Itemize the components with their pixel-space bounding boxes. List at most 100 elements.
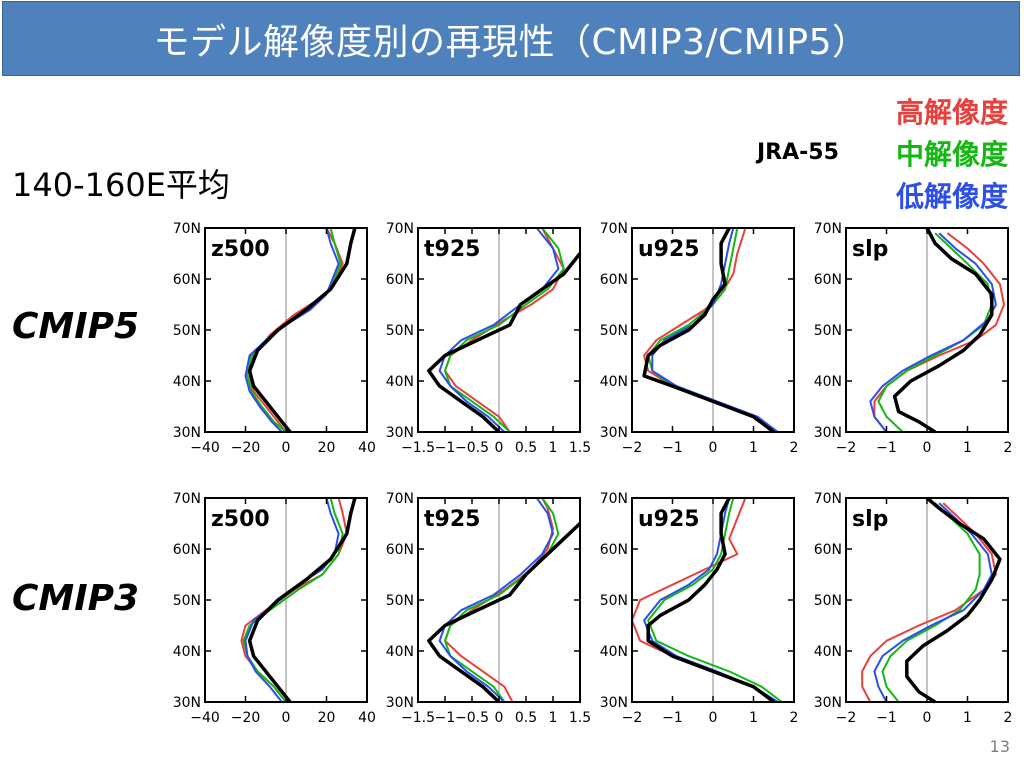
y-tick-label: 30N xyxy=(173,695,201,711)
x-tick-label: −0.5 xyxy=(455,710,489,726)
x-tick-label: −1.5 xyxy=(401,710,435,726)
x-tick-label: −40 xyxy=(190,440,220,456)
series-line-3 xyxy=(247,227,357,434)
panel-title: slp xyxy=(852,237,888,262)
series-line-3 xyxy=(427,252,582,434)
x-tick-label: −1.5 xyxy=(401,440,435,456)
y-tick-label: 40N xyxy=(814,644,842,660)
y-tick-label: 40N xyxy=(814,374,842,390)
panel-cmip5-u925: 30N 40N 50N 60N 70N −2 −1 0 1 2 u925 xyxy=(600,221,799,456)
x-tick-label: 1 xyxy=(549,440,558,456)
y-tick-label: 30N xyxy=(600,695,628,711)
y-tick-label: 70N xyxy=(386,491,414,507)
y-tick-label: 60N xyxy=(386,542,414,558)
y-tick-label: 60N xyxy=(600,272,628,288)
panel-title: z500 xyxy=(211,507,270,532)
y-tick-label: 60N xyxy=(386,272,414,288)
x-tick-label: 40 xyxy=(358,440,376,456)
y-tick-label: 60N xyxy=(814,542,842,558)
y-tick-label: 40N xyxy=(600,374,628,390)
y-tick-label: 30N xyxy=(600,425,628,441)
panel-cmip3-z500: 30N 40N 50N 60N 70N −40 −20 0 20 40 z500 xyxy=(173,491,376,726)
y-tick-label: 70N xyxy=(386,221,414,237)
x-tick-label: −1 xyxy=(876,710,897,726)
x-tick-label: −2 xyxy=(622,710,643,726)
x-tick-label: 1 xyxy=(963,440,972,456)
page-title: モデル解像度別の再現性（CMIP3/CMIP5） xyxy=(153,21,869,63)
x-tick-label: 1.5 xyxy=(569,710,591,726)
x-tick-label: 20 xyxy=(318,710,336,726)
x-tick-label: 0 xyxy=(923,440,932,456)
y-tick-label: 70N xyxy=(173,221,201,237)
series-line-3 xyxy=(905,496,1002,704)
legend-mid: 中解像度 xyxy=(895,138,1008,171)
x-tick-label: 2 xyxy=(790,710,799,726)
y-tick-label: 50N xyxy=(386,323,414,339)
x-tick-label: 0 xyxy=(495,710,504,726)
panel-cmip5-slp: 30N 40N 50N 60N 70N −2 −1 0 1 2 slp xyxy=(814,221,1013,456)
x-tick-label: 0.5 xyxy=(515,440,537,456)
y-tick-label: 40N xyxy=(173,374,201,390)
y-tick-label: 50N xyxy=(814,323,842,339)
panel-title: t925 xyxy=(424,507,480,532)
x-tick-label: −1 xyxy=(435,440,456,456)
x-tick-label: −1 xyxy=(662,440,683,456)
y-tick-label: 50N xyxy=(600,323,628,339)
y-tick-label: 50N xyxy=(173,593,201,609)
x-tick-label: −1 xyxy=(662,710,683,726)
legend: 高解像度 中解像度 低解像度 xyxy=(896,92,1008,218)
series-line-2 xyxy=(869,232,997,433)
y-tick-label: 70N xyxy=(600,221,628,237)
panel-cmip5-z500: 30N 40N 50N 60N 70N −40 −20 0 20 40 z500 xyxy=(173,221,376,456)
x-tick-label: −1 xyxy=(876,440,897,456)
y-tick-label: 30N xyxy=(386,695,414,711)
x-tick-label: 1 xyxy=(749,710,758,726)
y-tick-label: 40N xyxy=(173,644,201,660)
panel-title: z500 xyxy=(211,237,270,262)
series-line-3 xyxy=(427,522,582,704)
panel-cmip3-u925: 30N 40N 50N 60N 70N −2 −1 0 1 2 u925 xyxy=(600,491,799,726)
y-tick-label: 40N xyxy=(386,644,414,660)
x-tick-label: 0 xyxy=(495,440,504,456)
x-tick-label: 0 xyxy=(709,710,718,726)
x-tick-label: 1.5 xyxy=(569,440,591,456)
x-tick-label: −2 xyxy=(836,440,857,456)
series-line-1 xyxy=(444,227,565,433)
y-tick-label: 50N xyxy=(173,323,201,339)
series-line-0 xyxy=(248,227,344,433)
panel-title: u925 xyxy=(638,507,700,532)
title-bar: モデル解像度別の再現性（CMIP3/CMIP5） xyxy=(2,1,1020,76)
x-tick-label: 1 xyxy=(963,710,972,726)
y-tick-label: 50N xyxy=(386,593,414,609)
series-line-1 xyxy=(444,497,560,703)
x-tick-label: 0 xyxy=(709,440,718,456)
y-tick-label: 60N xyxy=(814,272,842,288)
y-tick-label: 40N xyxy=(386,374,414,390)
x-tick-label: 20 xyxy=(318,440,336,456)
x-tick-label: −2 xyxy=(836,710,857,726)
panel-title: u925 xyxy=(638,237,700,262)
series-line-1 xyxy=(647,497,783,703)
series-line-0 xyxy=(873,232,1005,433)
series-line-2 xyxy=(438,497,554,703)
x-tick-label: −20 xyxy=(231,710,261,726)
panel-title: slp xyxy=(852,507,888,532)
y-tick-label: 70N xyxy=(173,491,201,507)
y-tick-label: 60N xyxy=(600,542,628,558)
y-tick-label: 40N xyxy=(600,644,628,660)
series-line-3 xyxy=(892,227,994,434)
x-tick-label: 0 xyxy=(282,440,291,456)
row-label-cmip3: CMIP3 xyxy=(12,578,140,619)
panel-cmip5-t925: 30N 40N 50N 60N 70N −1.5 −1 −0.5 0 0.5 1 1.5 t925 xyxy=(386,221,591,456)
y-tick-label: 30N xyxy=(386,425,414,441)
legend-low: 低解像度 xyxy=(895,180,1008,213)
panel-cmip3-slp: 30N 40N 50N 60N 70N −2 −1 0 1 2 slp xyxy=(814,491,1013,726)
legend-high: 高解像度 xyxy=(895,96,1008,129)
y-tick-label: 50N xyxy=(814,593,842,609)
panel-cmip3-t925: 30N 40N 50N 60N 70N −1.5 −1 −0.5 0 0.5 1 1.5 t925 xyxy=(386,491,591,726)
x-tick-label: 1 xyxy=(749,440,758,456)
y-tick-label: 70N xyxy=(814,491,842,507)
x-tick-label: 2 xyxy=(790,440,799,456)
x-tick-label: −40 xyxy=(190,710,220,726)
